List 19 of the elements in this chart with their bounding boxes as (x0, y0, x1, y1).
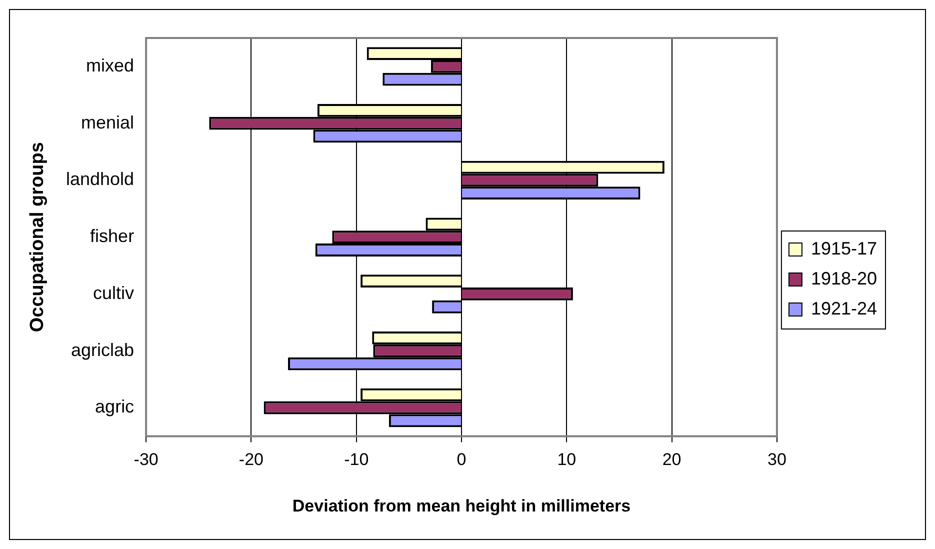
y-axis-title: Occupational groups (27, 142, 48, 332)
legend-label: 1918-20 (810, 268, 878, 288)
x-tick-label: 10 (557, 450, 576, 470)
y-tick-label: mixed (86, 55, 134, 76)
x-tick-label: 20 (662, 450, 682, 470)
x-tick-label: 30 (767, 450, 786, 470)
x-tick-label: 0 (456, 450, 466, 470)
x-tick-label: -10 (344, 450, 369, 470)
x-tick-label: -20 (238, 450, 264, 470)
y-tick-label: agric (95, 396, 134, 417)
x-tick-label: -30 (134, 450, 158, 470)
y-tick-label: landhold (66, 169, 134, 190)
legend-label: 1915-17 (810, 238, 878, 258)
legend-label: 1921-24 (810, 298, 878, 318)
y-tick-label: fisher (90, 226, 134, 246)
y-tick-label: agriclab (71, 340, 134, 360)
y-tick-label: cultiv (93, 282, 134, 303)
x-axis-title: Deviation from mean height in millimeters (292, 496, 631, 516)
y-tick-label: menial (81, 112, 134, 132)
